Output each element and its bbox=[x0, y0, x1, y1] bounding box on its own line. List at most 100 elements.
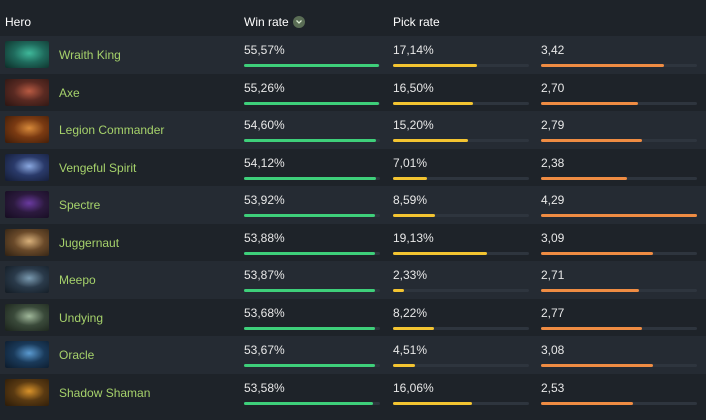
hero-name-link[interactable]: Vengeful Spirit bbox=[59, 160, 137, 175]
third-metric-value: 3,42 bbox=[541, 43, 565, 57]
hero-name-link[interactable]: Axe bbox=[59, 85, 80, 100]
third-metric-bar-track bbox=[541, 251, 697, 255]
win-rate-cell: 53,87% bbox=[244, 268, 380, 292]
win-rate-cell: 53,68% bbox=[244, 305, 380, 330]
third-metric-cell: 2,79 bbox=[541, 118, 697, 142]
hero-name-link[interactable]: Wraith King bbox=[59, 48, 121, 62]
win-rate-value: 53,68% bbox=[244, 305, 285, 320]
table-row[interactable]: Juggernaut 53,88% 19,13% 3,09 bbox=[0, 223, 706, 261]
third-metric-value: 2,38 bbox=[541, 155, 565, 170]
table-row[interactable]: Shadow Shaman 53,58% 16,06% 2,53 bbox=[0, 373, 706, 411]
win-rate-cell: 53,67% bbox=[244, 343, 380, 367]
column-header-hero[interactable]: Hero bbox=[5, 15, 32, 29]
hero-name-link[interactable]: Juggernaut bbox=[59, 235, 120, 250]
third-metric-bar-fill bbox=[541, 214, 697, 217]
win-rate-value: 53,88% bbox=[244, 230, 285, 245]
third-metric-bar-track bbox=[541, 64, 697, 67]
hero-name-link[interactable]: Undying bbox=[59, 310, 104, 325]
third-metric-cell: 2,53 bbox=[541, 381, 697, 405]
pick-rate-cell: 17,14% bbox=[393, 43, 529, 67]
win-rate-value: 53,67% bbox=[244, 343, 285, 357]
hero-portrait[interactable] bbox=[5, 378, 49, 406]
pick-rate-cell: 8,59% bbox=[393, 193, 529, 217]
hero-portrait[interactable] bbox=[5, 191, 49, 218]
third-metric-cell: 2,71 bbox=[541, 268, 697, 292]
table-row[interactable]: Spectre 53,92% 8,59% 4,29 bbox=[0, 186, 706, 224]
table-row[interactable]: Legion Commander 54,60% 15,20% 2,79 bbox=[0, 111, 706, 149]
table-row[interactable]: Wraith King 55,57% 17,14% 3,42 bbox=[0, 36, 706, 74]
win-rate-cell: 53,58% bbox=[244, 380, 380, 405]
column-header-pick-rate[interactable]: Pick rate bbox=[393, 15, 440, 29]
third-metric-bar-fill bbox=[541, 364, 654, 367]
pick-rate-cell: 16,06% bbox=[393, 380, 529, 405]
pick-rate-bar-fill bbox=[393, 176, 427, 180]
third-metric-bar-fill bbox=[541, 326, 643, 330]
win-rate-cell: 53,92% bbox=[244, 193, 380, 217]
hero-portrait[interactable] bbox=[5, 116, 49, 143]
chevron-down-icon[interactable] bbox=[292, 16, 305, 28]
win-rate-bar-track bbox=[244, 139, 380, 142]
pick-rate-value: 16,06% bbox=[393, 380, 434, 395]
pick-rate-cell: 15,20% bbox=[393, 118, 529, 142]
table-row[interactable]: Axe 55,26% 16,50% 2,70 bbox=[0, 73, 706, 111]
pick-rate-bar-track bbox=[393, 101, 529, 105]
table-row[interactable]: Undying 53,68% 8,22% 2,77 bbox=[0, 298, 706, 336]
win-rate-value: 54,12% bbox=[244, 155, 285, 170]
win-rate-value: 53,92% bbox=[244, 193, 285, 207]
win-rate-cell: 55,26% bbox=[244, 80, 380, 105]
hero-portrait[interactable] bbox=[5, 341, 49, 368]
hero-name-link[interactable]: Spectre bbox=[59, 198, 101, 212]
third-metric-value: 2,79 bbox=[541, 118, 565, 132]
hero-portrait[interactable] bbox=[5, 153, 49, 181]
pick-rate-bar-track bbox=[393, 176, 529, 180]
pick-rate-bar-track bbox=[393, 326, 529, 330]
third-metric-bar-fill bbox=[541, 401, 634, 405]
pick-rate-cell: 19,13% bbox=[393, 230, 529, 255]
win-rate-bar-track bbox=[244, 401, 380, 405]
pick-rate-value: 16,50% bbox=[393, 80, 434, 95]
third-metric-bar-track bbox=[541, 289, 697, 292]
pick-rate-cell: 2,33% bbox=[393, 268, 529, 292]
table-row[interactable]: Meepo 53,87% 2,33% 2,71 bbox=[0, 261, 706, 299]
pick-rate-bar-fill bbox=[393, 101, 474, 105]
win-rate-bar-fill bbox=[244, 64, 379, 67]
pick-rate-cell: 16,50% bbox=[393, 80, 529, 105]
win-rate-value: 55,26% bbox=[244, 80, 285, 95]
third-metric-cell: 4,29 bbox=[541, 193, 697, 217]
win-rate-bar-fill bbox=[244, 364, 375, 367]
third-metric-cell: 2,70 bbox=[541, 81, 697, 105]
third-metric-cell: 2,77 bbox=[541, 305, 697, 330]
hero-name-link[interactable]: Oracle bbox=[59, 348, 95, 362]
column-header-win-rate[interactable]: Win rate bbox=[244, 15, 305, 29]
pick-rate-value: 19,13% bbox=[393, 230, 434, 245]
pick-rate-bar-fill bbox=[393, 401, 472, 405]
win-rate-bar-track bbox=[244, 326, 380, 330]
hero-name-link[interactable]: Meepo bbox=[59, 273, 96, 287]
third-metric-value: 2,71 bbox=[541, 268, 565, 282]
win-rate-bar-track bbox=[244, 176, 380, 180]
table-row[interactable]: Vengeful Spirit 54,12% 7,01% 2,38 bbox=[0, 148, 706, 186]
third-metric-bar-track bbox=[541, 139, 697, 142]
pick-rate-bar-fill bbox=[393, 139, 468, 142]
pick-rate-bar-fill bbox=[393, 289, 404, 292]
pick-rate-bar-track bbox=[393, 251, 529, 255]
hero-portrait[interactable] bbox=[5, 228, 49, 256]
third-metric-value: 2,77 bbox=[541, 305, 565, 320]
hero-name-link[interactable]: Shadow Shaman bbox=[59, 385, 151, 400]
win-rate-bar-track bbox=[244, 289, 380, 292]
win-rate-bar-fill bbox=[244, 251, 375, 255]
third-metric-bar-fill bbox=[541, 251, 654, 255]
pick-rate-value: 4,51% bbox=[393, 343, 428, 357]
hero-portrait[interactable] bbox=[5, 41, 49, 68]
hero-portrait[interactable] bbox=[5, 303, 49, 331]
hero-name-link[interactable]: Legion Commander bbox=[59, 123, 165, 137]
pick-rate-bar-track bbox=[393, 64, 529, 67]
pick-rate-bar-fill bbox=[393, 364, 415, 367]
table-row[interactable]: Oracle 53,67% 4,51% 3,08 bbox=[0, 336, 706, 374]
win-rate-cell: 53,88% bbox=[244, 230, 380, 255]
hero-portrait[interactable] bbox=[5, 266, 49, 293]
pick-rate-bar-track bbox=[393, 364, 529, 367]
win-rate-value: 53,58% bbox=[244, 380, 285, 395]
hero-portrait[interactable] bbox=[5, 78, 49, 106]
pick-rate-cell: 7,01% bbox=[393, 156, 529, 180]
